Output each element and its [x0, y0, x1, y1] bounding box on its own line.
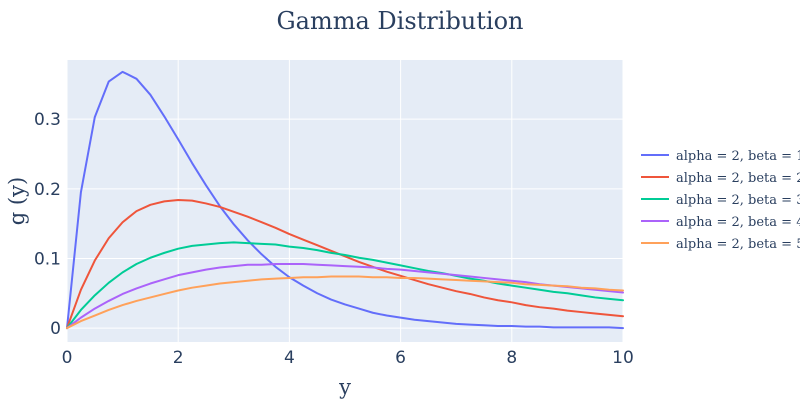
axis-ticks: 0 2 4 6 8 10 0 0.1 0.2 0.3 — [34, 110, 634, 368]
series-line-3 — [66, 241, 624, 330]
legend: alpha = 2, beta = 1 alpha = 2, beta = 2 al… — [641, 149, 800, 252]
x-axis-title: y — [338, 375, 351, 399]
legend-label: alpha = 2, beta = 2 — [676, 171, 800, 186]
x-tick-label: 6 — [395, 348, 406, 368]
y-tick-label: 0.1 — [34, 249, 61, 269]
y-tick-label: 0.3 — [34, 110, 61, 130]
series-line-2 — [66, 198, 624, 330]
legend-item[interactable]: alpha = 2, beta = 1 — [641, 149, 800, 164]
legend-item[interactable]: alpha = 2, beta = 4 — [641, 215, 800, 230]
x-tick-label: 0 — [62, 348, 73, 368]
series-line-5 — [66, 275, 624, 330]
x-tick-label: 8 — [506, 348, 517, 368]
gridlines — [66, 60, 624, 342]
legend-item[interactable]: alpha = 2, beta = 2 — [641, 171, 800, 186]
legend-item[interactable]: alpha = 2, beta = 5 — [641, 237, 800, 252]
series-lines — [66, 70, 624, 330]
chart-title: Gamma Distribution — [276, 7, 523, 35]
series-line-4 — [66, 263, 624, 330]
y-axis-title: g (y) — [5, 177, 29, 225]
legend-label: alpha = 2, beta = 5 — [676, 237, 800, 252]
x-tick-label: 2 — [173, 348, 184, 368]
y-tick-label: 0 — [50, 319, 61, 339]
y-tick-label: 0.2 — [34, 180, 61, 200]
legend-label: alpha = 2, beta = 1 — [676, 149, 800, 164]
plot-area — [67, 60, 623, 342]
x-tick-label: 10 — [612, 348, 634, 368]
legend-item[interactable]: alpha = 2, beta = 3 — [641, 193, 800, 208]
x-tick-label: 4 — [284, 348, 295, 368]
legend-label: alpha = 2, beta = 4 — [676, 215, 800, 230]
legend-label: alpha = 2, beta = 3 — [676, 193, 800, 208]
series-line-1 — [66, 70, 624, 330]
